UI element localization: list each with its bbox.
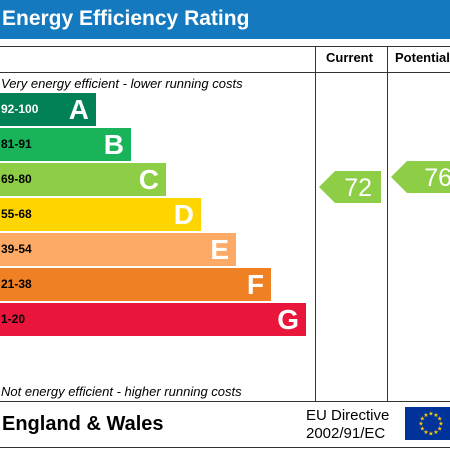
flag-star: ★ [420, 426, 425, 433]
footer-top-border [0, 401, 450, 402]
top-note: Very energy efficient - lower running co… [1, 76, 243, 91]
band-letter-label: E [210, 234, 229, 265]
band-letter-label: F [246, 269, 264, 300]
band-c: 69-80 C [0, 163, 166, 196]
band-range-label: 92-100 [1, 102, 39, 116]
table-top-border [0, 46, 450, 47]
region-label: England & Wales [2, 413, 164, 435]
band-letter-label: A [68, 94, 89, 125]
band-range-label: 21-38 [1, 277, 32, 291]
current-score-value: 72 [344, 174, 372, 202]
flag-star: ★ [438, 421, 443, 428]
flag-star: ★ [433, 429, 438, 436]
eu-flag-icon: ★ ★ ★ ★ ★ ★ ★ ★ ★ ★ ★ ★ [405, 407, 450, 440]
bottom-note: Not energy efficient - higher running co… [1, 384, 242, 399]
table-bottom-border [0, 447, 450, 448]
current-score-arrow: 72 [319, 171, 381, 203]
band-letter-label: B [103, 129, 124, 160]
flag-star: ★ [418, 421, 423, 428]
current-column-left-border [315, 46, 316, 402]
directive-line-1: EU Directive [306, 407, 390, 424]
band-letter-label: D [173, 199, 194, 230]
potential-score-value: 76 [424, 164, 450, 192]
band-range-label: 81-91 [1, 137, 32, 151]
current-column-header: Current [326, 50, 373, 65]
flag-star: ★ [437, 426, 442, 433]
band-range-label: 69-80 [1, 172, 32, 186]
band-g: 1-20 G [0, 303, 306, 336]
band-d: 55-68 D [0, 198, 201, 231]
band-letter-label: C [138, 164, 159, 195]
flag-star: ★ [428, 431, 433, 438]
page-title: Energy Efficiency Rating [2, 7, 250, 30]
potential-score-arrow: 76 [391, 161, 450, 193]
header-bar: Energy Efficiency Rating [0, 0, 450, 39]
flag-star: ★ [423, 412, 428, 419]
flag-star: ★ [423, 429, 428, 436]
potential-arrow-shape [391, 161, 450, 193]
band-f: 21-38 F [0, 268, 271, 301]
band-range-label: 1-20 [1, 312, 26, 326]
flag-star: ★ [437, 416, 442, 423]
current-arrow-shape [319, 171, 381, 203]
flag-star: ★ [428, 411, 433, 418]
potential-column-header: Potential [395, 50, 450, 65]
band-letter-label: G [277, 304, 299, 335]
flag-star: ★ [433, 412, 438, 419]
band-range-label: 39-54 [1, 242, 32, 256]
band-range-label: 55-68 [1, 207, 32, 221]
band-e: 39-54 E [0, 233, 236, 266]
flag-star: ★ [420, 416, 425, 423]
directive-line-2: 2002/91/EC [306, 425, 386, 442]
potential-column-left-border [387, 46, 388, 402]
band-b: 81-91 B [0, 128, 131, 161]
band-a: 92-100 A [0, 93, 96, 126]
header-row-border [0, 72, 450, 73]
